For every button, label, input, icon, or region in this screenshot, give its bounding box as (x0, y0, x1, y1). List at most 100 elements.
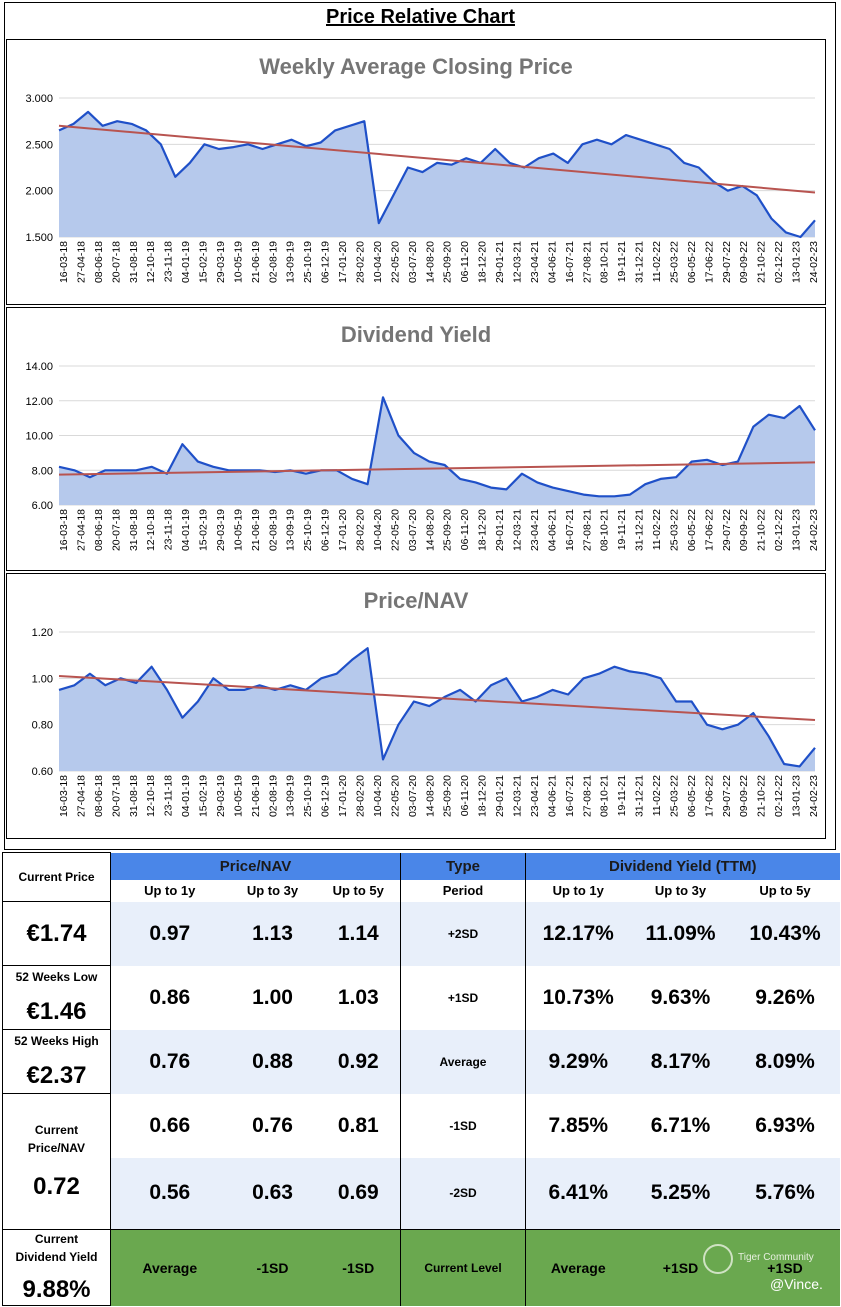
x-tick-label: 15-02-19 (198, 509, 210, 551)
dividend-yield-chart-panel: Dividend Yield 6.00 8.00 10.00 12.00 14.00 16-… (6, 307, 826, 571)
x-tick-label: 10-04-20 (372, 775, 384, 817)
x-tick-label: 12-03-21 (511, 775, 523, 817)
y-tick-label: 1.500 (25, 232, 53, 244)
x-tick-label: 06-11-20 (459, 509, 471, 550)
x-tick-label: 12-10-18 (145, 775, 157, 817)
x-tick-label: 29-03-19 (215, 241, 227, 283)
x-tick-label: 28-02-20 (355, 509, 367, 551)
low-value: €1.46 (26, 997, 87, 1025)
x-tick-label: 10-04-20 (372, 241, 384, 283)
type-cell: -1SD (400, 1093, 526, 1158)
dy-cell: 6.71% (650, 1113, 711, 1137)
y-tick-label: 14.00 (25, 361, 53, 373)
x-tick-label: 25-09-20 (442, 775, 454, 817)
x-tick-label: 31-12-21 (634, 241, 646, 283)
x-tick-label: 17-01-20 (337, 775, 349, 817)
x-tick-label: 25-10-19 (302, 241, 314, 283)
x-tick-label: 24-02-23 (808, 775, 820, 817)
x-tick-label: 19-11-21 (616, 775, 628, 816)
pnav-cell: 0.76 (110, 1029, 229, 1094)
x-tick-label: 16-07-21 (564, 241, 576, 283)
x-tick-label: 09-09-22 (738, 241, 750, 283)
watermark-user: @Vince. (770, 1276, 823, 1292)
x-tick-label: 06-12-19 (320, 775, 332, 817)
pnav-cell: 1.14 (316, 901, 401, 966)
x-tick-label: 11-02-22 (651, 241, 663, 282)
dy-cell: 8.17% (630, 1029, 731, 1094)
x-tick-label: 04-01-19 (180, 509, 192, 551)
pnav-cell: 1.00 (252, 985, 293, 1009)
table-row: €1.74 0.97 1.13 1.14 +2SD 12.17% 11.09% … (2, 901, 840, 966)
current-dy-value: 9.88% (22, 1275, 91, 1303)
dy-cell: 7.85% (548, 1113, 609, 1137)
x-tick-label: 08-10-21 (599, 241, 611, 283)
statistics-table: Current Price Price/NAV Type Dividend Yi… (2, 852, 840, 1306)
watermark-brand: Tiger Community (738, 1252, 814, 1263)
x-tick-label: 19-11-21 (616, 509, 628, 550)
x-tick-label: 02-12-22 (773, 775, 785, 817)
x-tick-label: 10-05-19 (232, 509, 244, 551)
x-tick-label: 25-03-22 (668, 775, 680, 817)
x-tick-label: 16-07-21 (564, 775, 576, 817)
high-cell: 52 Weeks High €2.37 (2, 1029, 111, 1094)
current-level-cell: Average (110, 1229, 229, 1306)
current-level-label: Current Level (400, 1229, 526, 1306)
x-tick-label: 23-11-18 (163, 241, 175, 282)
x-tick-label: 16-03-18 (58, 241, 70, 283)
price-nav-chart: Price/NAV 0.60 0.80 1.00 1.20 16-03-18 27-04-1… (32, 588, 820, 817)
x-tick-label: 13-09-19 (285, 509, 297, 551)
x-tick-label: 21-06-19 (250, 241, 262, 283)
table-row: 0.56 0.63 0.69 -2SD 6.41% 5.25% 5.76% (3, 1157, 840, 1230)
x-tick-label: 17-01-20 (337, 509, 349, 551)
y-tick-label: 0.60 (32, 766, 53, 778)
current-pnav-value: 0.72 (33, 1172, 80, 1200)
type-header: Type (400, 852, 526, 880)
current-dy-cell: Current Dividend Yield 9.88% (2, 1229, 111, 1306)
y-tick-label: 8.00 (32, 465, 53, 477)
x-tick-label: 08-06-18 (93, 241, 105, 283)
y-tick-label: 3.000 (25, 93, 53, 105)
current-level-row: Current Dividend Yield 9.88% Average -1S… (2, 1229, 840, 1306)
x-tick-label: 11-02-22 (651, 775, 663, 816)
current-pnav-label-1: Current (34, 1122, 79, 1137)
x-tick-label: 29-07-22 (721, 509, 733, 551)
price-chart-panel: Weekly Average Closing Price 1.500 2.000 2.… (6, 39, 826, 305)
pnav-cell: 1.13 (228, 901, 317, 966)
x-tick-label: 04-06-21 (546, 241, 558, 283)
x-tick-label: 27-08-21 (581, 241, 593, 283)
x-tick-label: 29-01-21 (494, 241, 506, 283)
current-level-cell: -1SD (228, 1229, 317, 1306)
x-tick-label: 27-08-21 (581, 775, 593, 817)
x-tick-label: 15-02-19 (198, 241, 210, 283)
dy-cell: 9.29% (525, 1029, 631, 1094)
chart-title: Price/NAV (364, 588, 469, 613)
pnav-cell: 0.76 (252, 1113, 293, 1137)
x-tick-label: 09-09-22 (738, 509, 750, 551)
page-title: Price Relative Chart (326, 6, 515, 28)
x-tick-label: 12-10-18 (145, 241, 157, 283)
table-row: Current Price/NAV 0.72 0.66 0.76 0.81 -1… (2, 1093, 840, 1230)
x-tick-label: 04-06-21 (546, 509, 558, 551)
low-cell: 52 Weeks Low €1.46 (2, 965, 111, 1030)
x-tick-label: 18-12-20 (477, 509, 489, 551)
x-tick-label: 24-02-23 (808, 241, 820, 283)
current-price-value: €1.74 (2, 901, 111, 966)
x-tick-label: 08-10-21 (599, 509, 611, 551)
x-tick-label: 13-09-19 (285, 775, 297, 817)
x-tick-label: 23-04-21 (529, 241, 541, 283)
y-tick-label: 2.500 (25, 139, 53, 151)
pnav-cell: 0.86 (149, 985, 191, 1009)
dy-col-1y: Up to 1y (552, 883, 604, 898)
x-tick-label: 10-04-20 (372, 509, 384, 551)
current-dy-label-2: Dividend Yield (15, 1249, 98, 1264)
x-tick-label: 09-09-22 (738, 775, 750, 817)
series-area (59, 648, 815, 771)
dy-cell: 10.73% (542, 985, 614, 1009)
x-tick-label: 29-01-21 (494, 509, 506, 551)
current-level-cell: Average (525, 1229, 631, 1306)
dy-cell: 9.26% (755, 985, 815, 1009)
dy-cell: 11.09% (630, 901, 731, 966)
trend-line (58, 461, 816, 476)
pnav-cell: 0.63 (228, 1157, 317, 1230)
